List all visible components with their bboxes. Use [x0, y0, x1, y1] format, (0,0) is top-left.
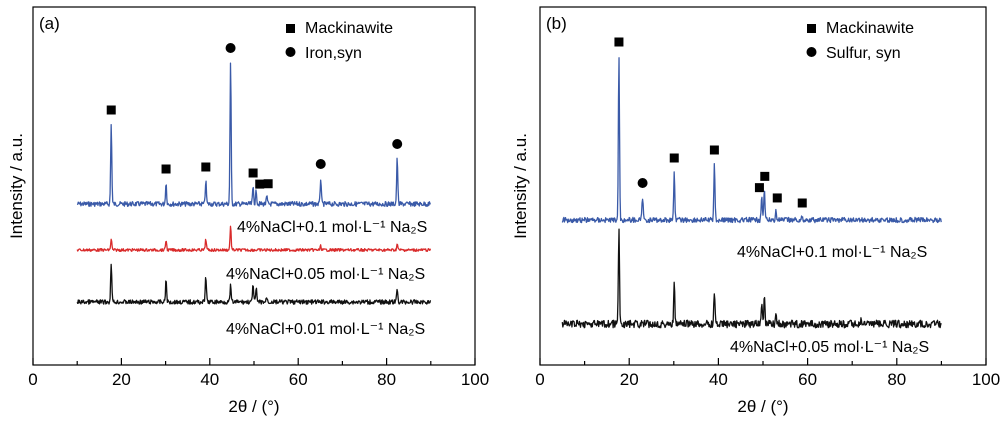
x-tick-label: 20: [620, 370, 639, 389]
panel-a-phase-markers: [106, 43, 403, 189]
x-tick-label: 60: [798, 370, 817, 389]
panel-b-legend-sulfur: Sulfur, syn: [826, 45, 901, 62]
panel-a-y-axis-label: Intensity / a.u.: [7, 133, 26, 239]
panel-b-label-0.1: 4%NaCl+0.1 mol·L⁻¹ Na₂S: [737, 244, 927, 261]
panel-b-x-axis-label: 2θ / (°): [737, 397, 788, 416]
panel-b-phase-markers: [614, 37, 807, 208]
panel-b-x-ticks: 0 20 40 60 80 100: [535, 358, 1000, 389]
legend-square-icon: [286, 24, 295, 33]
phase-circle-marker-icon: [315, 159, 326, 169]
mackinawite-marker-icon: [106, 105, 116, 115]
x-tick-label: 40: [709, 370, 728, 389]
mackinawite-marker-icon: [760, 171, 770, 181]
mackinawite-marker-icon: [797, 198, 807, 208]
panel-a-x-ticks: 0 20 40 60 80 100: [28, 358, 489, 389]
panel-b-legend: Mackinawite Sulfur, syn: [806, 20, 914, 62]
phase-circle-marker-icon: [392, 139, 403, 149]
panel-b-label-0.05: 4%NaCl+0.05 mol·L⁻¹ Na₂S: [730, 339, 929, 356]
panel-b-y-axis-label: Intensity / a.u.: [511, 133, 530, 239]
series-trace: [561, 57, 942, 224]
legend-circle-icon: [806, 47, 817, 57]
series-trace: [561, 228, 942, 329]
x-tick-label: 100: [461, 370, 489, 389]
panel-a-legend-iron: Iron,syn: [305, 45, 362, 62]
panel-b-tag: (b): [546, 14, 567, 33]
mackinawite-marker-icon: [614, 37, 624, 47]
panel-a-tag: (a): [39, 14, 60, 33]
panel-a-frame: [32, 6, 476, 366]
label-main: 4%NaCl+0.1 mol·L⁻¹ Na₂S: [737, 244, 927, 261]
mackinawite-marker-icon: [201, 162, 211, 172]
panel-a-label-0.05: 4%NaCl+0.05 mol·L⁻¹ Na₂S: [226, 266, 425, 283]
phase-circle-marker-icon: [225, 43, 236, 53]
phase-circle-marker-icon: [637, 178, 648, 188]
panel-a-label-0.01: 4%NaCl+0.01 mol·L⁻¹ Na₂S: [226, 321, 425, 338]
mackinawite-marker-icon: [754, 183, 764, 193]
x-tick-label: 100: [972, 370, 1000, 389]
panel-a-legend: Mackinawite Iron,syn: [285, 20, 393, 62]
mackinawite-marker-icon: [709, 145, 719, 155]
x-tick-label: 0: [535, 370, 544, 389]
legend-square-icon: [807, 24, 816, 33]
label-main: 4%NaCl+0.05 mol·L⁻¹ Na₂S: [730, 339, 929, 356]
panel-a: (a) 0 20 40 60 80 100 Mackinawite Iron,syn 4%…: [7, 6, 489, 416]
x-tick-label: 40: [200, 370, 219, 389]
mackinawite-marker-icon: [161, 164, 171, 174]
x-tick-label: 0: [28, 370, 37, 389]
mackinawite-marker-icon: [263, 179, 273, 189]
legend-circle-icon: [285, 47, 296, 57]
panel-a-x-axis-label: 2θ / (°): [228, 397, 279, 416]
panel-a-legend-mackinawite: Mackinawite: [305, 20, 393, 37]
x-tick-label: 80: [377, 370, 396, 389]
mackinawite-marker-icon: [255, 179, 265, 189]
mackinawite-marker-icon: [669, 153, 679, 163]
x-tick-label: 20: [112, 370, 131, 389]
label-main: 4%NaCl+0.01 mol·L⁻¹ Na₂S: [226, 321, 425, 338]
label-main: 4%NaCl+0.05 mol·L⁻¹ Na₂S: [226, 266, 425, 283]
label-main: 4%NaCl+0.1 mol·L⁻¹ Na₂S: [237, 219, 427, 236]
panel-a-label-0.1: 4%NaCl+0.1 mol·L⁻¹ Na₂S: [237, 219, 427, 236]
mackinawite-marker-icon: [772, 193, 782, 203]
series-trace: [76, 62, 432, 208]
mackinawite-marker-icon: [248, 168, 258, 178]
series-trace: [76, 225, 432, 253]
panel-b-traces: [561, 57, 942, 329]
series-trace: [76, 263, 432, 305]
panel-b: (b) 0 20 40 60 80 100 Mackinawite Sulfur, syn…: [511, 6, 1000, 416]
panel-b-legend-mackinawite: Mackinawite: [826, 20, 914, 37]
x-tick-label: 80: [887, 370, 906, 389]
x-tick-label: 60: [289, 370, 308, 389]
panel-a-traces: [76, 62, 432, 305]
